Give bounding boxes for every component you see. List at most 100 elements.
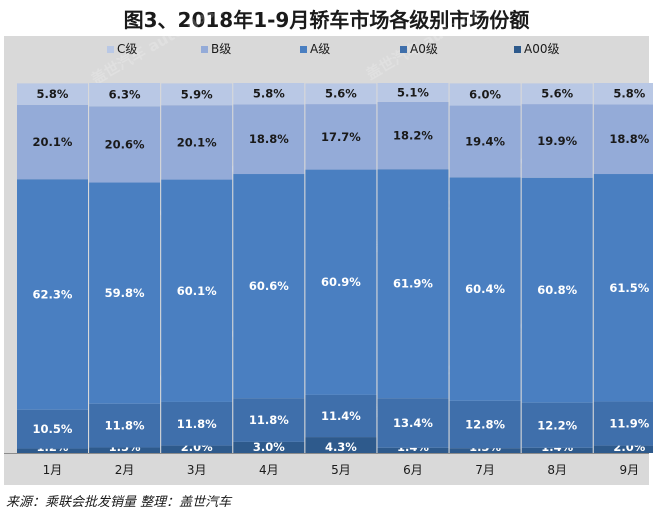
x-tick-label-1月: 1月: [43, 463, 63, 477]
x-tick-label-6月: 6月: [403, 463, 423, 477]
bar-segment-A0级-1月: [17, 409, 88, 449]
bar-segment-C级-8月: [521, 83, 593, 105]
data-label-C级-3月: 5.9%: [181, 87, 213, 101]
x-tick-label-4月: 4月: [259, 463, 279, 477]
legend-swatch-A级: [300, 46, 307, 53]
bar-segment-B级-2月: [89, 106, 161, 183]
bar-segment-C级-1月: [17, 83, 88, 105]
bar-segment-C级-7月: [449, 83, 521, 106]
data-label-C级-9月: 5.8%: [613, 87, 645, 101]
data-label-C级-5月: 5.6%: [325, 87, 357, 101]
legend-swatch-C级: [107, 46, 114, 53]
data-label-A00级-4月: 3.0%: [253, 440, 285, 454]
bar-segment-A00级-1月: [17, 448, 88, 453]
data-label-C级-2月: 6.3%: [109, 88, 141, 102]
bar-segment-A00级-7月: [449, 448, 521, 453]
data-label-C级-6月: 5.1%: [397, 85, 429, 99]
data-label-A级-1月: 62.3%: [33, 287, 73, 301]
bar-segment-A0级-2月: [89, 403, 161, 448]
bar-segment-B级-3月: [161, 105, 233, 180]
bar-segment-A0级-9月: [593, 401, 653, 446]
bar-segment-A00级-9月: [593, 445, 653, 453]
x-tick-label-7月: 7月: [475, 463, 495, 477]
bar-segment-B级-4月: [233, 104, 305, 175]
bar-segment-A级-6月: [377, 169, 449, 399]
bar-segment-A00级-6月: [377, 447, 449, 453]
bar-segment-A0级-3月: [161, 401, 233, 446]
x-tick-label-5月: 5月: [331, 463, 351, 477]
data-label-B级-5月: 17.7%: [321, 130, 361, 144]
data-label-A0级-5月: 11.4%: [321, 409, 361, 423]
bar-segment-C级-4月: [233, 83, 305, 105]
data-label-A0级-6月: 13.4%: [393, 416, 433, 430]
bar-segment-C级-6月: [377, 83, 449, 102]
bar-segment-C级-2月: [89, 83, 161, 107]
legend-label-B级: B级: [211, 42, 231, 56]
legend-label-A级: A级: [310, 42, 330, 56]
data-label-B级-6月: 18.2%: [393, 129, 433, 143]
data-label-A级-2月: 59.8%: [105, 286, 145, 300]
legend-swatch-A0级: [400, 46, 407, 53]
bar-segment-A级-3月: [161, 179, 233, 402]
bar-segment-A00级-2月: [89, 447, 161, 453]
bar-segment-B级-8月: [521, 104, 593, 178]
bar-segment-A级-7月: [449, 177, 521, 401]
bar-segment-C级-9月: [593, 83, 653, 105]
data-label-A级-3月: 60.1%: [177, 284, 217, 298]
chart-title: 图3、2018年1-9月轿车市场各级别市场份额: [123, 8, 530, 32]
bar-segment-A00级-4月: [233, 441, 305, 453]
data-label-A级-4月: 60.6%: [249, 279, 289, 293]
bar-segment-A级-8月: [521, 177, 593, 403]
bar-segment-B级-5月: [305, 104, 377, 170]
bar-segment-A0级-7月: [449, 400, 521, 449]
data-label-A0级-3月: 11.8%: [177, 417, 217, 431]
legend-swatch-A00级: [514, 46, 521, 53]
bar-segment-A0级-6月: [377, 398, 449, 448]
bar-segment-A0级-8月: [521, 402, 593, 448]
data-label-C级-4月: 5.8%: [253, 87, 285, 101]
data-label-B级-3月: 20.1%: [177, 135, 217, 149]
data-label-C级-8月: 5.6%: [541, 87, 573, 101]
bar-segment-A级-5月: [305, 169, 377, 395]
bar-segment-A00级-8月: [521, 447, 593, 453]
data-label-B级-1月: 20.1%: [33, 135, 73, 149]
data-label-A0级-7月: 12.8%: [465, 418, 505, 432]
data-label-A0级-4月: 11.8%: [249, 413, 289, 427]
data-label-A级-5月: 60.9%: [321, 275, 361, 289]
bar-segment-B级-7月: [449, 105, 521, 178]
x-tick-label-3月: 3月: [187, 463, 207, 477]
bar-segment-A00级-5月: [305, 437, 377, 453]
data-label-A级-7月: 60.4%: [465, 282, 505, 296]
bar-segment-A级-9月: [593, 174, 653, 402]
legend-label-A0级: A0级: [410, 42, 438, 56]
data-label-A级-9月: 61.5%: [609, 281, 649, 295]
legend-label-A00级: A00级: [524, 42, 559, 56]
data-label-A0级-2月: 11.8%: [105, 419, 145, 433]
bar-segment-B级-6月: [377, 101, 449, 170]
bar-segment-A级-4月: [233, 174, 305, 399]
data-label-C级-1月: 5.8%: [37, 87, 69, 101]
bar-segment-A0级-4月: [233, 398, 305, 442]
x-tick-label-8月: 8月: [547, 463, 567, 477]
x-tick-label-2月: 2月: [115, 463, 135, 477]
data-label-C级-7月: 6.0%: [469, 87, 501, 101]
data-label-B级-4月: 18.8%: [249, 132, 289, 146]
bar-segment-C级-3月: [161, 83, 233, 106]
data-label-A0级-1月: 10.5%: [33, 422, 73, 436]
x-tick-label-9月: 9月: [619, 463, 639, 477]
data-label-A级-6月: 61.9%: [393, 277, 433, 291]
data-label-B级-7月: 19.4%: [465, 134, 505, 148]
bar-segment-B级-1月: [17, 104, 88, 180]
data-label-A0级-8月: 12.2%: [537, 418, 577, 432]
bar-segment-B级-9月: [593, 104, 653, 175]
bar-segment-A级-1月: [17, 179, 88, 410]
data-label-B级-8月: 19.9%: [537, 134, 577, 148]
data-label-A级-8月: 60.8%: [537, 283, 577, 297]
data-label-A00级-5月: 4.3%: [325, 440, 357, 454]
bar-segment-A0级-5月: [305, 394, 377, 438]
source-note: 来源：乘联会批发销量 整理：盖世汽车: [6, 495, 232, 510]
data-label-B级-2月: 20.6%: [105, 137, 145, 151]
legend-swatch-B级: [201, 46, 208, 53]
data-label-B级-9月: 18.8%: [609, 132, 649, 146]
